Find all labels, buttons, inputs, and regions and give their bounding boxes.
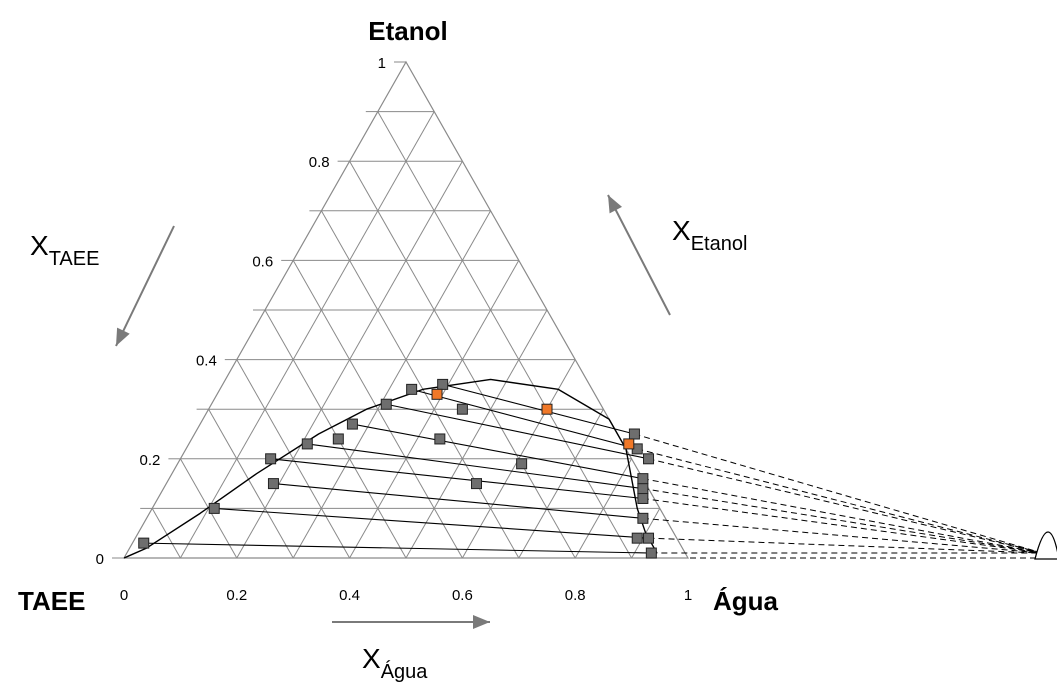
tie-line <box>442 383 635 435</box>
aqueous-phase-point <box>637 473 649 485</box>
feed-point <box>516 458 528 470</box>
axis-title-x-etanol: XEtanol <box>672 215 747 255</box>
highlight-point <box>541 403 553 415</box>
aqueous-phase-point <box>643 453 655 465</box>
tie-line <box>214 507 649 539</box>
tick-label-water: 0.6 <box>452 587 473 604</box>
dashed-line <box>637 448 1043 554</box>
tie-line <box>411 388 638 450</box>
dashed-line <box>642 488 1043 554</box>
axis-title-x-taee: XTAEE <box>30 230 99 270</box>
vertex-label-agua: Água <box>713 586 779 616</box>
grid-line-taee <box>151 508 181 559</box>
organic-phase-point <box>380 398 392 410</box>
aqueous-phase-point <box>637 512 649 524</box>
tie-line <box>270 458 643 500</box>
grid-line-water <box>574 458 633 559</box>
tick-label-taee: 0.8 <box>309 154 330 171</box>
grid-line-water <box>179 111 435 559</box>
aqueous-phase-point <box>628 428 640 440</box>
grid-line-taee <box>179 458 238 559</box>
organic-phase-point <box>208 502 220 514</box>
grid-line-water <box>292 210 492 559</box>
organic-phase-point <box>138 537 150 549</box>
dashed-line <box>648 537 1043 554</box>
organic-phase-point <box>346 418 358 430</box>
grid-line-taee <box>236 359 351 559</box>
organic-phase-point <box>406 383 418 395</box>
organic-phase-point <box>267 478 279 490</box>
aqueous-phase-point <box>637 483 649 495</box>
x-agua-arrow-head <box>473 615 490 629</box>
grid-line-taee <box>377 111 633 559</box>
aqueous-phase-point <box>637 492 649 504</box>
aqueous-phase-point <box>643 532 655 544</box>
ternary-grid <box>151 111 661 559</box>
vertex-label-etanol: Etanol <box>368 16 447 46</box>
tick-labels: 0 0.2 0.4 0.6 0.8 1 0 0.2 0.4 0.6 0.8 1 <box>96 55 693 604</box>
tie-line <box>352 423 643 480</box>
organic-phase-point <box>301 438 313 450</box>
binodal-curve <box>123 378 658 559</box>
tick-label-taee: 1 <box>378 55 386 72</box>
feed-point <box>434 433 446 445</box>
tick-label-taee: 0.6 <box>252 253 273 270</box>
partial-triangle-marker <box>1034 531 1057 560</box>
tick-label-water: 0.8 <box>565 587 586 604</box>
tick-label-water: 0 <box>120 587 128 604</box>
feed-point <box>332 433 344 445</box>
organic-phase-point <box>437 378 449 390</box>
tie-line <box>273 483 643 519</box>
aqueous-phase-point <box>645 547 657 559</box>
grid-line-taee <box>320 210 520 559</box>
organic-phase-point <box>265 453 277 465</box>
tick-label-taee: 0.2 <box>140 452 161 469</box>
binodal-curve-group <box>123 378 658 559</box>
axis-title-x-agua: XÁgua <box>362 643 428 683</box>
axis-arrows <box>115 194 671 629</box>
x-taee-arrow-head <box>116 327 130 346</box>
dashed-line <box>642 497 1043 554</box>
x-taee-arrow-shaft <box>115 225 175 347</box>
x-etanol-arrow-shaft <box>607 194 671 316</box>
grid-line-taee <box>208 408 294 559</box>
highlight-point <box>431 388 443 400</box>
tick-label-water: 1 <box>684 587 692 604</box>
highlight-point <box>623 438 635 450</box>
x-etanol-arrow-head <box>608 195 623 214</box>
feed-point <box>456 403 468 415</box>
vertex-label-taee: TAEE <box>18 586 85 616</box>
tick-label-taee: 0 <box>96 551 104 568</box>
dashed-line <box>634 433 1043 554</box>
tick-label-taee: 0.4 <box>196 353 217 370</box>
data-points <box>138 378 657 559</box>
grid-line-water <box>518 408 604 559</box>
grid-line-water <box>405 309 548 559</box>
tie-line <box>143 542 652 554</box>
dashed-line <box>648 458 1043 554</box>
tick-label-water: 0.2 <box>226 587 247 604</box>
tie-line <box>307 443 643 490</box>
dashed-line <box>642 517 1043 554</box>
tie-line <box>386 403 649 460</box>
tie-lines <box>143 383 652 554</box>
tick-label-water: 0.4 <box>339 587 360 604</box>
feed-point <box>631 532 643 544</box>
dashed-line <box>642 478 1043 554</box>
dashed-projection-lines <box>634 433 1043 559</box>
feed-point <box>471 478 482 490</box>
